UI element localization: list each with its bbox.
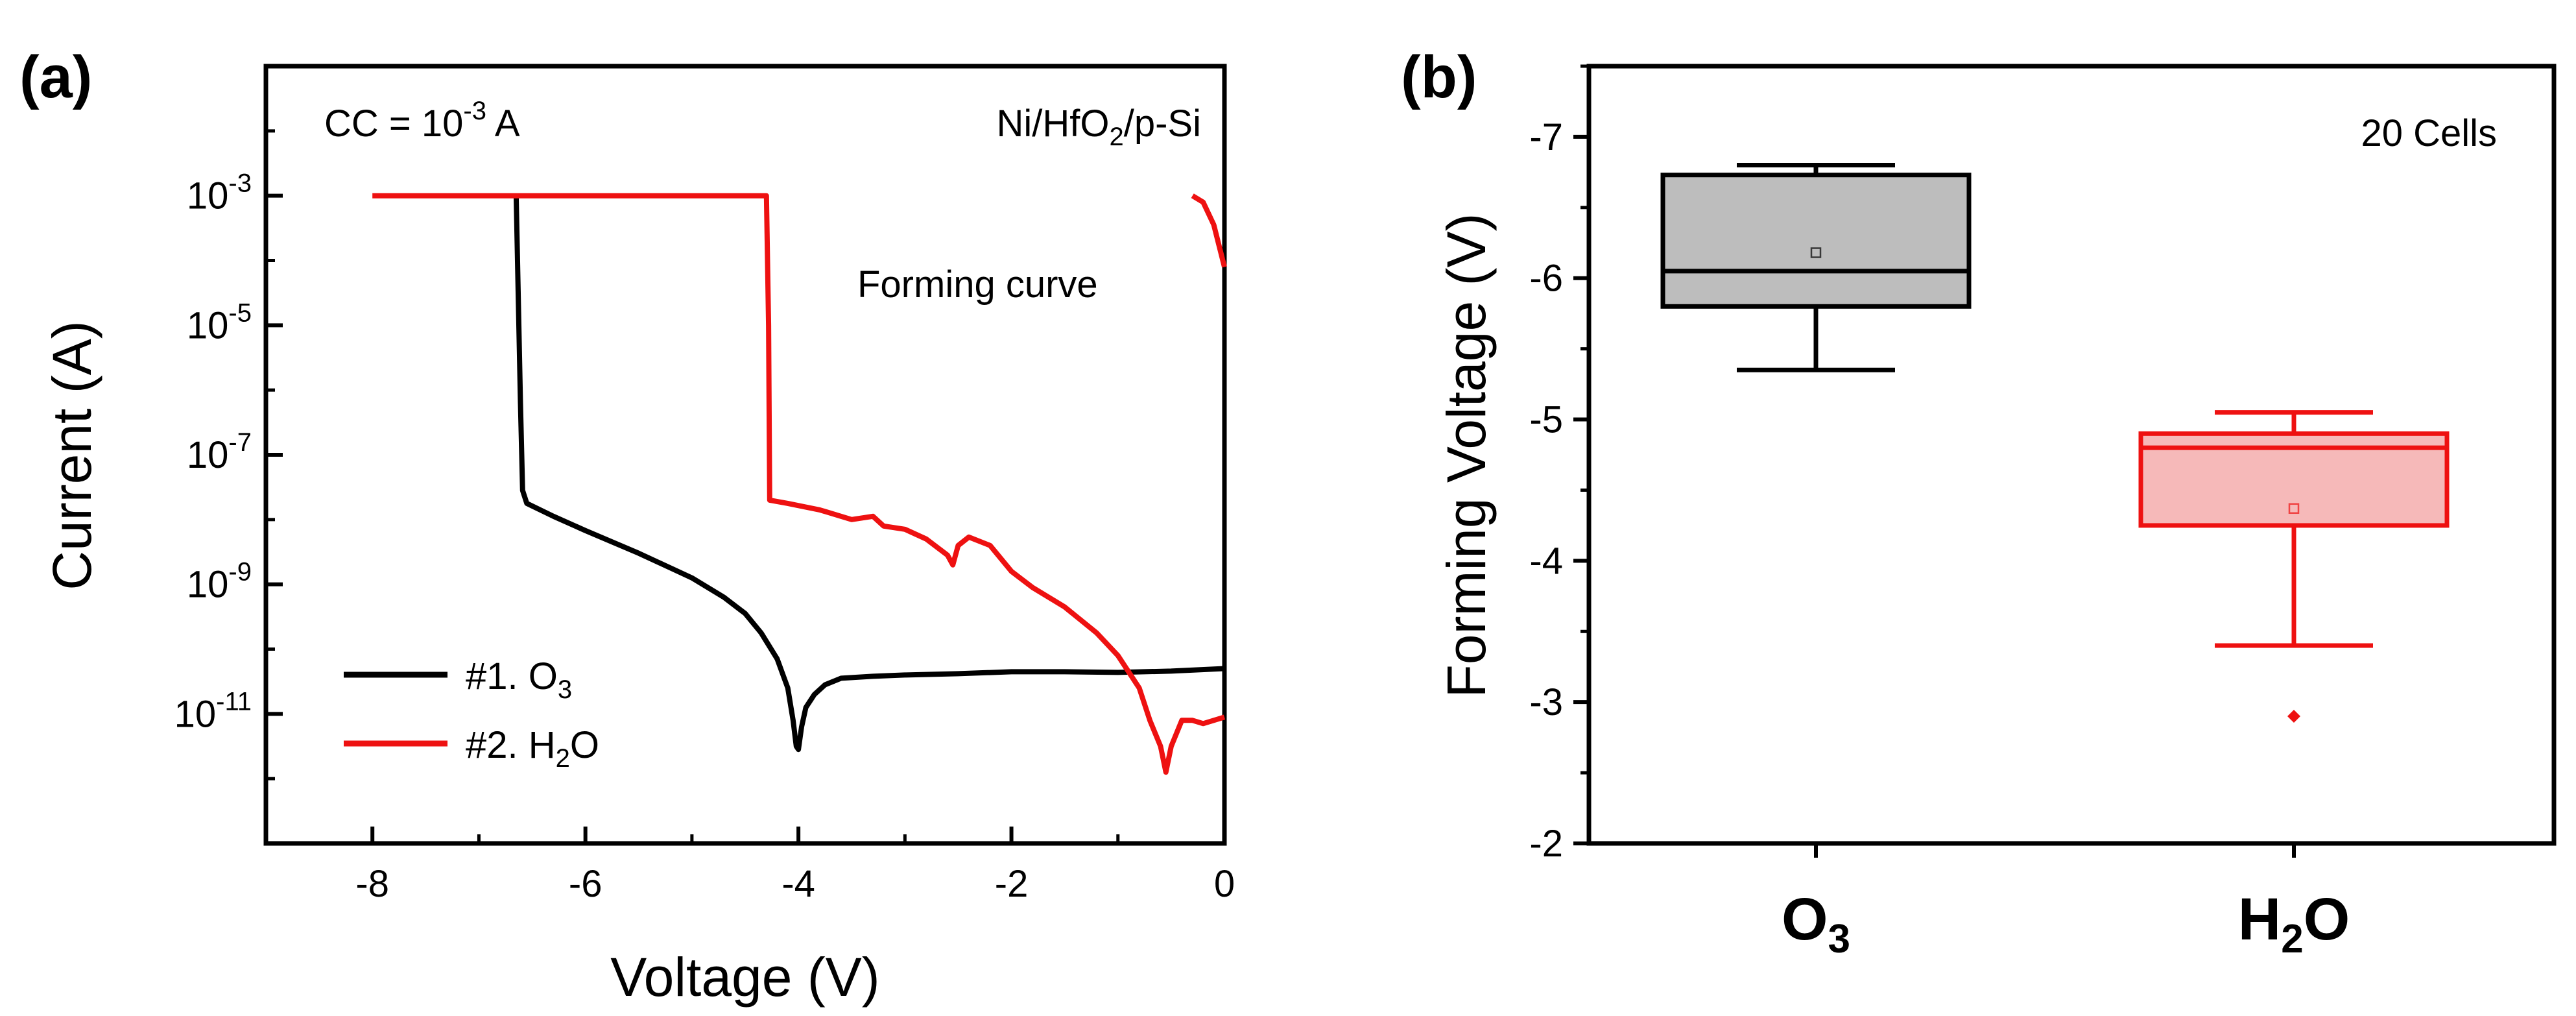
series-line-h2o	[372, 193, 1226, 775]
outlier-h2o	[2287, 709, 2300, 723]
panel-b-frame	[1586, 64, 2557, 846]
y-axis-title-a: Current (A)	[42, 321, 102, 590]
mean-marker-o3	[1810, 247, 1822, 258]
category-label-o3: O3	[1782, 886, 1850, 962]
y-tick-label-a: 10-3	[187, 169, 252, 217]
legend-label-h2o: #2. H2O	[466, 724, 599, 773]
mean-marker-h2o	[2288, 503, 2300, 514]
x-tick-label-a: -8	[355, 863, 389, 905]
series-line-o3	[513, 195, 1225, 753]
y-tick-label-a: 10-11	[174, 687, 252, 735]
x-tick-label-a: -4	[781, 863, 815, 905]
x-tick-label-a: -6	[569, 863, 602, 905]
x-tick-label-a: 0	[1214, 863, 1235, 905]
y-tick-label-b: -5	[1529, 399, 1563, 441]
x-axis-title-a: Voltage (V)	[610, 947, 880, 1008]
forming-curve-annotation: Forming curve	[857, 263, 1098, 306]
stack-annotation: Ni/HfO2/p-Si	[996, 103, 1201, 151]
legend: #1. O3 #2. H2O	[344, 655, 599, 773]
panel-a-series	[372, 193, 1227, 775]
panel-a: (a) -8 -6 -4 -2 0 10-3 10-5 10-7 10-9 10-11 CC = …	[19, 44, 1235, 1008]
panel-a-label: (a)	[19, 44, 92, 110]
panel-b: (b) -7 -6 -5 -4 -3 -2 20 Cells O3 H2O Forming…	[1401, 44, 2557, 962]
panel-a-ticks: -8 -6 -4 -2 0 10-3 10-5 10-7 10-9 10-11	[174, 129, 1235, 905]
legend-label-o3: #1. O3	[466, 655, 572, 704]
y-tick-label-b: -2	[1529, 823, 1563, 865]
category-label-h2o: H2O	[2238, 886, 2350, 962]
panel-a-frame	[263, 64, 1227, 846]
cells-annotation: 20 Cells	[2361, 112, 2497, 154]
compliance-annotation: CC = 10-3 A	[324, 97, 520, 145]
y-axis-title-b: Forming Voltage (V)	[1436, 213, 1497, 698]
y-tick-label-b: -4	[1529, 540, 1563, 582]
y-tick-label-a: 10-9	[187, 558, 252, 606]
y-tick-label-b: -6	[1529, 258, 1563, 300]
panel-b-label: (b)	[1401, 44, 1477, 110]
panel-b-ticks: -7 -6 -5 -4 -3 -2	[1529, 64, 2296, 865]
y-tick-label-a: 10-7	[187, 428, 252, 476]
series-line-h2o-compliance-tail	[1191, 193, 1227, 268]
y-tick-label-a: 10-5	[187, 298, 252, 346]
y-tick-label-b: -7	[1529, 116, 1563, 158]
panel-b-boxes	[1660, 162, 2450, 723]
box-o3	[1660, 173, 1972, 309]
x-tick-label-a: -2	[995, 863, 1029, 905]
y-tick-label-b: -3	[1529, 681, 1563, 723]
